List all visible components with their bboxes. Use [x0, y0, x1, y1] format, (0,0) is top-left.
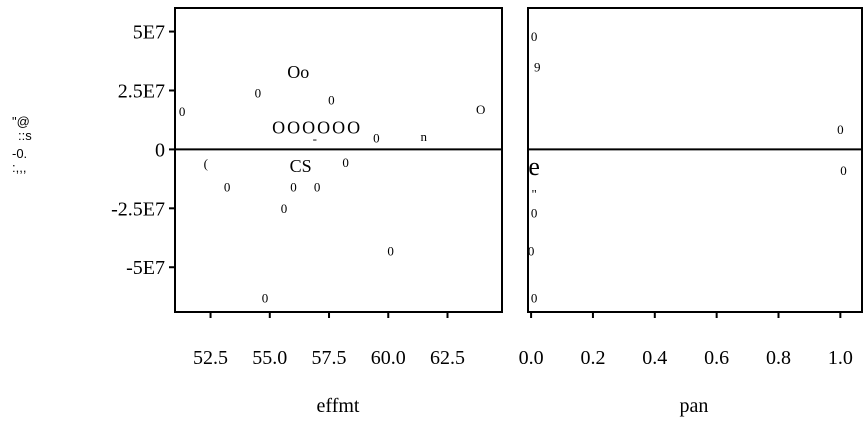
- scatter-point: OOOOOO: [272, 117, 362, 137]
- x-tick-label: 0.8: [766, 347, 791, 369]
- left-x-axis-label: effmt: [317, 395, 360, 417]
- side-glyph: -0.: [12, 146, 27, 161]
- scatter-point: (: [204, 156, 208, 171]
- left-x-axis: 52.5 55.0 57.5 60.0 62.5: [193, 312, 465, 369]
- scatter-point: 9: [534, 59, 541, 74]
- x-tick-label: 52.5: [193, 347, 228, 369]
- scatter-point: 0: [290, 180, 297, 195]
- scatter-point: n: [421, 129, 428, 144]
- y-tick-label: 5E7: [133, 22, 165, 44]
- left-plot-frame: [174, 7, 503, 313]
- scatter-point: 0: [262, 290, 269, 305]
- y-tick-label: -5E7: [126, 257, 165, 279]
- right-panel: 0.0 0.2 0.4 0.6 0.8 1.0 0 9 0 e 0 " 0 0 0 pan: [519, 7, 863, 417]
- scatter-point: 0: [531, 290, 538, 305]
- right-points: 0 9 0 e 0 " 0 0 0: [528, 29, 847, 306]
- side-glyphs: "@ ::s -0. :,,,: [12, 114, 32, 175]
- x-tick-label: 0.6: [704, 347, 729, 369]
- scatter-point: 0: [531, 29, 538, 44]
- scatter-point: 0: [840, 163, 847, 178]
- right-x-axis-label: pan: [680, 395, 709, 417]
- x-tick-label: 0.4: [642, 347, 667, 369]
- scatter-point: 0: [528, 243, 535, 258]
- x-tick-label: 0.0: [519, 347, 544, 369]
- right-plot-frame: [527, 7, 863, 313]
- scatter-point: e: [528, 152, 540, 181]
- y-tick-label: -2.5E7: [111, 198, 165, 220]
- x-tick-label: 62.5: [430, 347, 465, 369]
- scatter-point: 0: [255, 85, 262, 100]
- x-tick-label: 0.2: [580, 347, 605, 369]
- scatter-point: 0: [179, 104, 186, 119]
- x-tick-label: 60.0: [371, 347, 406, 369]
- x-tick-label: 1.0: [828, 347, 853, 369]
- scatter-point: 0: [314, 180, 321, 195]
- left-y-axis: 5E7 2.5E7 0 -2.5E7 -5E7: [111, 22, 175, 279]
- scatter-point: 0: [224, 180, 231, 195]
- right-x-axis: 0.0 0.2 0.4 0.6 0.8 1.0: [519, 312, 853, 369]
- scatter-point: 0: [281, 201, 288, 216]
- side-glyph: ::s: [18, 128, 32, 143]
- scatter-point: O: [476, 102, 485, 117]
- scatter-point: 0: [342, 155, 349, 170]
- scatter-point: 0: [328, 92, 335, 107]
- side-glyph: :,,,: [12, 160, 26, 175]
- scatter-point: 0: [373, 130, 380, 145]
- scatter-point: 0: [837, 122, 844, 137]
- scatter-point: 0: [387, 243, 394, 258]
- scatter-point: CS: [290, 156, 312, 176]
- left-panel: 5E7 2.5E7 0 -2.5E7 -5E7 52.5 55.0 57.5 60.0 62.5…: [111, 7, 503, 417]
- y-tick-label: 0: [155, 139, 165, 161]
- scatter-point: 0: [531, 206, 538, 221]
- y-tick-label: 2.5E7: [118, 80, 165, 102]
- x-tick-label: 55.0: [252, 347, 287, 369]
- side-glyph: "@: [12, 114, 30, 129]
- scatter-point: -: [313, 131, 317, 146]
- scatter-point: ": [532, 187, 537, 202]
- x-tick-label: 57.5: [312, 347, 347, 369]
- scatter-point: Oo: [287, 62, 309, 82]
